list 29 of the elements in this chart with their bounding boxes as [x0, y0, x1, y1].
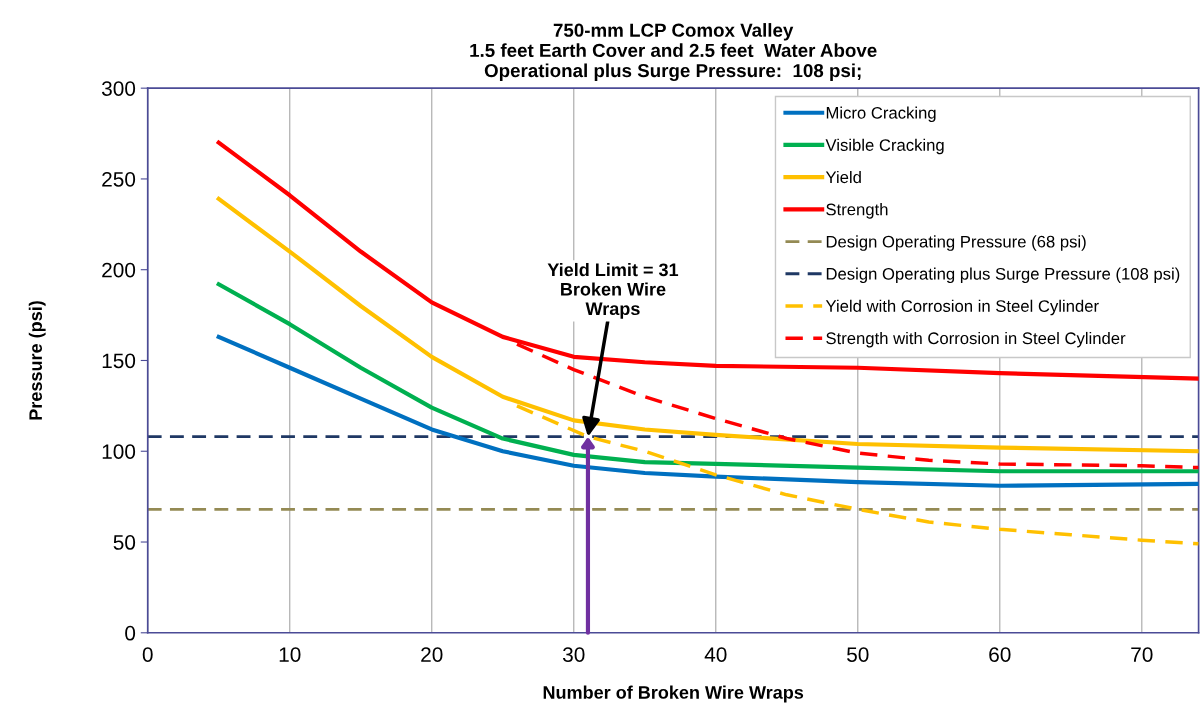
legend-label: Strength with Corrosion in Steel Cylinder	[826, 331, 1126, 348]
y-tick-label: 0	[125, 625, 136, 641]
y-tick-label: 250	[102, 171, 136, 187]
legend-label: Strength	[826, 203, 888, 219]
legend-label: Design Operating plus Surge Pressure (108 psi)	[826, 267, 1180, 284]
y-axis-title: Pressure (psi)	[28, 301, 46, 420]
legend-label: Yield with Corrosion in Steel Cylinder	[825, 299, 1099, 316]
x-tick-label: 50	[847, 647, 869, 662]
y-tick-label: 100	[102, 444, 136, 459]
legend-label: Visible Cracking	[825, 138, 944, 155]
legend-label: Micro Cracking	[826, 106, 936, 123]
y-tick-label: 200	[102, 262, 136, 278]
x-tick-label: 20	[421, 647, 443, 662]
x-tick-label: 30	[562, 647, 585, 662]
x-tick-label: 60	[989, 647, 1011, 662]
legend-label: Yield	[825, 170, 861, 184]
x-tick-label: 70	[1131, 647, 1153, 662]
legend-label: Design Operating Pressure (68 psi)	[826, 235, 1086, 251]
line-series	[216, 282, 1199, 474]
line-series	[216, 334, 1199, 488]
x-tick-label: 0	[142, 647, 153, 662]
annotation: Yield Limit = 31 Broken Wire Wraps	[547, 262, 679, 319]
x-tick-label: 10	[279, 647, 301, 662]
x-tick-label: 40	[704, 647, 727, 662]
chart-title: 750-mm LCP Comox Valley 1.5 feet Earth Cover and 2.5 feet Water Above Operational plus Surge Pressure: 108 psi;	[470, 23, 877, 82]
x-axis-title: Number of Broken Wire Wraps	[543, 685, 804, 703]
y-tick-label: 300	[101, 81, 136, 96]
y-tick-label: 150	[102, 353, 136, 369]
y-tick-label: 50	[113, 535, 136, 550]
